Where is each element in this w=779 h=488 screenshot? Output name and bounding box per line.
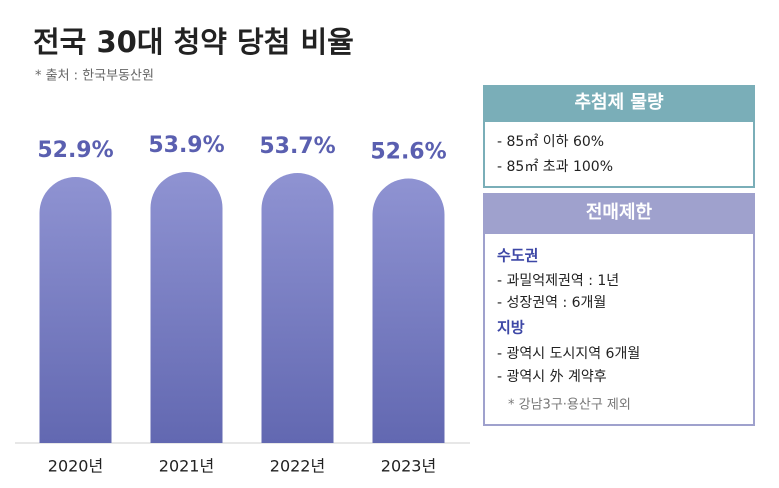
bar	[39, 177, 112, 443]
value-label: 53.7%	[259, 134, 335, 159]
chart-title: 전국 30대 청약 당첨 비율	[33, 25, 354, 59]
panel-header	[483, 193, 755, 233]
bar	[150, 172, 223, 443]
panel-title: 전매제한	[586, 202, 653, 223]
panel-title: 추첨제 물량	[574, 92, 664, 113]
panel-item: - 광역시 도시지역 6개월	[497, 346, 640, 362]
panel-heading: 지방	[497, 319, 525, 337]
panel-note: * 강남3구·용산구 제외	[508, 398, 631, 413]
panel-item: - 광역시 外 계약후	[497, 369, 607, 385]
panel-body	[483, 120, 755, 188]
panel-item: - 성장권역 : 6개월	[497, 295, 606, 311]
value-label: 52.9%	[37, 138, 113, 163]
x-tick-label: 2021년	[159, 457, 214, 476]
panel-item: - 85㎡ 이하 60%	[497, 134, 604, 150]
x-tick-label: 2020년	[48, 457, 103, 476]
bar	[261, 173, 334, 444]
value-label: 53.9%	[148, 133, 224, 158]
x-tick-label: 2023년	[381, 457, 436, 476]
bar	[372, 178, 445, 443]
x-tick-label: 2022년	[270, 457, 325, 476]
panel-header	[483, 85, 755, 121]
panel-body	[483, 232, 755, 426]
panel-item: - 과밀억제권역 : 1년	[497, 273, 619, 289]
value-label: 52.6%	[370, 140, 446, 165]
panel-heading: 수도권	[497, 247, 538, 265]
panel-item: - 85㎡ 초과 100%	[497, 159, 613, 175]
source-note: * 출처 : 한국부동산원	[35, 69, 154, 84]
